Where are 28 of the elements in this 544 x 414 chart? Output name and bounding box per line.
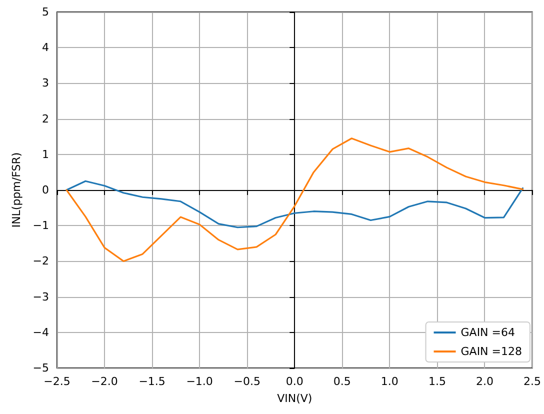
x-tick-label: 1.0 [380,375,398,388]
y-tick-label: 2 [42,112,49,126]
x-tick-label: 0.0 [286,375,304,388]
line-series [66,180,524,228]
legend-label: GAIN =128 [460,345,522,358]
y-tick-label: 5 [42,6,49,18]
x-tick-label: 2.5 [524,375,542,388]
x-tick-label: −2.5 [44,375,70,388]
y-tick-label: −2 [32,254,49,268]
x-tick-label: −1.5 [138,375,166,388]
x-tick-label: 0.5 [333,375,351,388]
x-axis-title: VIN(V) [277,392,312,405]
x-tick-label: 1.5 [428,375,446,388]
y-tick-label: 0 [42,184,49,196]
y-axis-title: INL(ppm/FSR) [10,152,23,228]
legend-label: GAIN =64 [460,326,516,339]
x-tick-label: −0.5 [234,375,260,388]
y-tick-label: −3 [32,290,49,304]
x-tick-label: −2.0 [91,375,118,388]
y-tick-label: −5 [32,362,49,374]
y-tick-label: 1 [42,148,49,161]
y-tick-label: −4 [32,326,49,339]
line-series [66,138,524,262]
y-tick-label: −1 [32,219,49,232]
x-tick-label: −1.0 [186,375,213,388]
y-tick-label: 3 [42,76,49,90]
x-tick-label: 2.0 [476,375,494,388]
y-tick-label: 4 [42,41,49,54]
